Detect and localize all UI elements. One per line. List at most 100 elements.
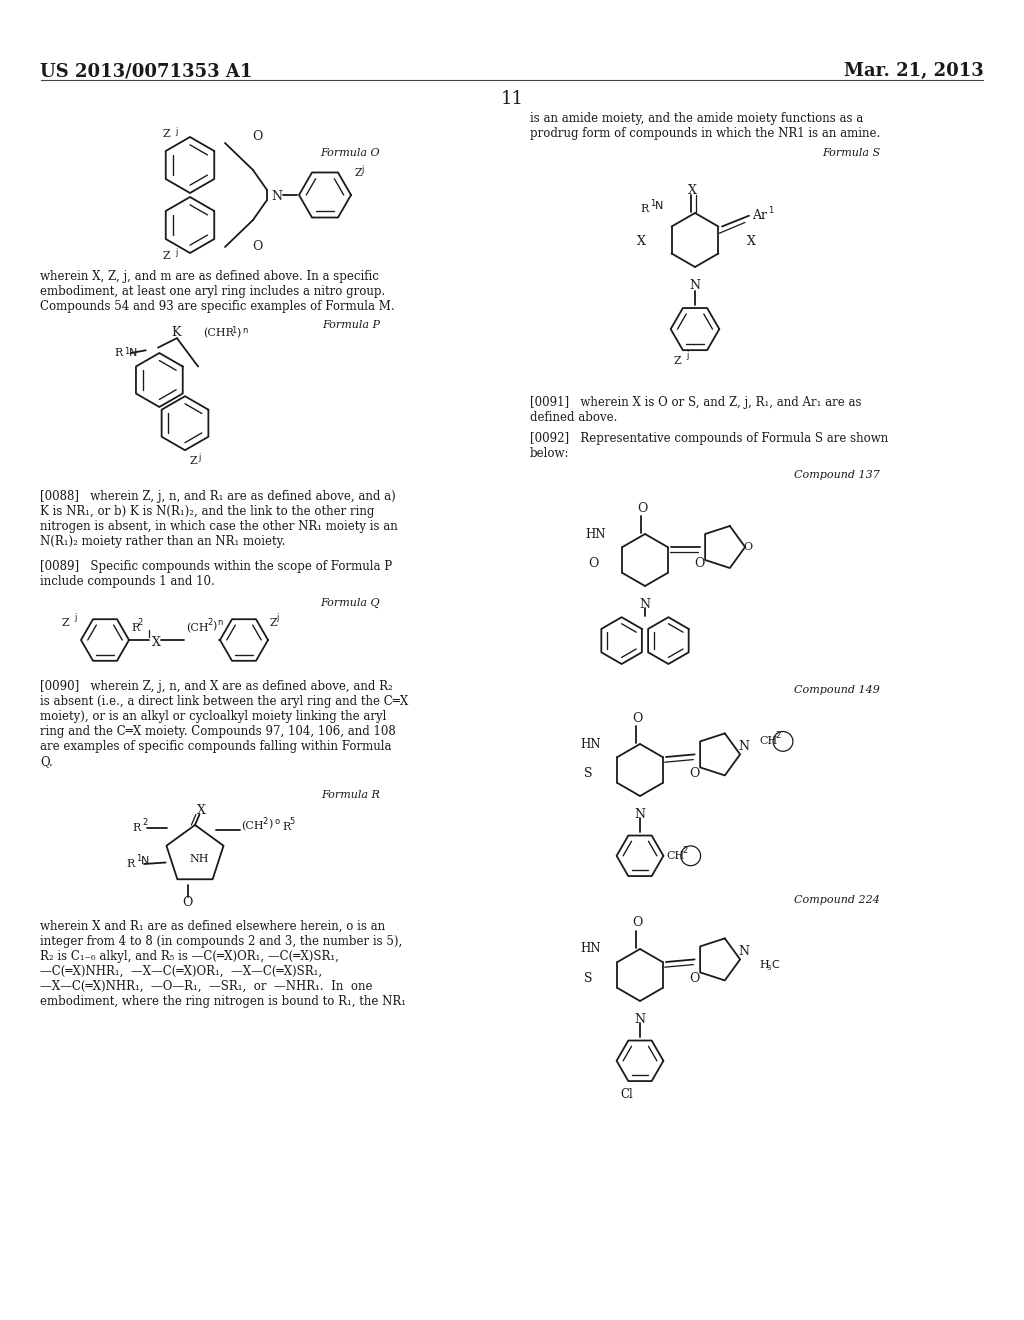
Text: C: C [772, 960, 779, 970]
Text: Formula Q: Formula Q [321, 598, 380, 609]
Text: O: O [689, 973, 699, 986]
Text: NH: NH [189, 854, 209, 865]
Text: Z: Z [355, 168, 362, 178]
Text: j: j [74, 612, 77, 622]
Text: [0091]   wherein X is O or S, and Z, j, R₁, and Ar₁ are as
defined above.: [0091] wherein X is O or S, and Z, j, R₁… [530, 396, 861, 424]
Text: [0089]   Specific compounds within the scope of Formula P
include compounds 1 an: [0089] Specific compounds within the sco… [40, 560, 392, 587]
Text: j: j [175, 248, 178, 257]
Text: K: K [171, 326, 180, 339]
Text: j: j [361, 165, 364, 174]
Text: N: N [141, 855, 150, 866]
Text: 2: 2 [262, 817, 267, 825]
Text: Cl: Cl [621, 1088, 634, 1101]
Text: X: X [637, 235, 645, 248]
Text: O: O [694, 557, 705, 570]
Text: [0088]   wherein Z, j, n, and R₁ are as defined above, and a)
K is NR₁, or b) K : [0088] wherein Z, j, n, and R₁ are as de… [40, 490, 397, 548]
Text: HN: HN [586, 528, 606, 540]
Text: O: O [689, 767, 699, 780]
Text: n: n [217, 618, 222, 627]
Text: S: S [584, 767, 592, 780]
Text: N: N [129, 348, 137, 358]
Text: N: N [640, 598, 650, 611]
Text: 2: 2 [682, 846, 687, 855]
Text: X: X [197, 804, 206, 817]
Text: N: N [271, 190, 283, 203]
Text: S: S [584, 973, 592, 986]
Text: O: O [637, 502, 647, 515]
Text: [0092]   Representative compounds of Formula S are shown
below:: [0092] Representative compounds of Formu… [530, 432, 888, 459]
Text: 3: 3 [767, 965, 771, 970]
Text: N: N [738, 945, 750, 958]
Text: N: N [689, 280, 700, 293]
Text: 1: 1 [231, 326, 237, 335]
Text: Compound 137: Compound 137 [795, 470, 880, 480]
Text: N: N [655, 201, 664, 211]
Text: wherein X, Z, j, and m are as defined above. In a specific
embodiment, at least : wherein X, Z, j, and m are as defined ab… [40, 271, 394, 313]
Text: j: j [198, 454, 201, 462]
Text: H: H [760, 960, 769, 970]
Text: R: R [115, 348, 123, 358]
Text: ): ) [237, 327, 241, 338]
Text: N: N [738, 741, 750, 754]
Text: CH: CH [666, 851, 684, 861]
Text: ): ) [268, 818, 272, 829]
Text: ): ) [212, 620, 216, 630]
Text: j: j [175, 127, 178, 136]
Text: Compound 224: Compound 224 [795, 895, 880, 906]
Text: Mar. 21, 2013: Mar. 21, 2013 [844, 62, 984, 81]
Text: O: O [632, 916, 643, 929]
Text: 2: 2 [207, 618, 212, 627]
Text: O: O [252, 240, 262, 253]
Text: 1: 1 [124, 346, 129, 355]
Text: R: R [131, 623, 139, 634]
Text: 5: 5 [289, 817, 294, 825]
Text: Formula R: Formula R [322, 789, 380, 800]
Text: O: O [588, 557, 598, 570]
Text: Compound 149: Compound 149 [795, 685, 880, 696]
Text: wherein X and R₁ are as defined elsewhere herein, o is an
integer from 4 to 8 (i: wherein X and R₁ are as defined elsewher… [40, 920, 406, 1008]
Text: N: N [635, 808, 645, 821]
Text: 1: 1 [136, 854, 141, 863]
Text: Z: Z [163, 129, 170, 139]
Text: R: R [133, 822, 141, 833]
Text: X: X [688, 183, 696, 197]
Text: US 2013/0071353 A1: US 2013/0071353 A1 [40, 62, 252, 81]
Text: Z: Z [674, 356, 682, 367]
Text: j: j [276, 612, 279, 622]
Text: o: o [274, 817, 280, 825]
Text: 2: 2 [137, 618, 142, 627]
Text: X: X [748, 235, 756, 248]
Text: Z: Z [189, 455, 197, 466]
Text: j: j [686, 351, 689, 360]
Text: Formula S: Formula S [822, 148, 880, 158]
Text: N: N [635, 1012, 645, 1026]
Text: R: R [282, 821, 290, 832]
Text: 11: 11 [501, 90, 523, 108]
Text: HN: HN [581, 942, 601, 956]
Text: Ar: Ar [752, 209, 767, 222]
Text: X: X [152, 635, 161, 648]
Text: n: n [243, 326, 248, 335]
Text: Formula P: Formula P [322, 319, 380, 330]
Text: R: R [641, 205, 649, 214]
Text: O: O [252, 131, 262, 144]
Text: Z: Z [61, 618, 69, 628]
Text: R: R [127, 859, 135, 869]
Text: O: O [632, 711, 643, 725]
Text: Z: Z [270, 618, 278, 628]
Text: 2: 2 [775, 731, 781, 741]
Text: is an amide moiety, and the amide moiety functions as a
prodrug form of compound: is an amide moiety, and the amide moiety… [530, 112, 881, 140]
Text: 2: 2 [142, 818, 147, 828]
Text: O: O [743, 543, 753, 552]
Text: (CH: (CH [186, 623, 209, 634]
Text: 1: 1 [768, 206, 773, 215]
Text: HN: HN [581, 738, 601, 751]
Text: (CHR: (CHR [204, 327, 234, 338]
Text: CH: CH [760, 737, 778, 746]
Text: O: O [182, 896, 193, 909]
Text: 1: 1 [650, 199, 655, 209]
Text: Z: Z [163, 251, 170, 261]
Text: (CH: (CH [242, 821, 264, 832]
Text: Formula O: Formula O [321, 148, 380, 158]
Text: [0090]   wherein Z, j, n, and X are as defined above, and R₂
is absent (i.e., a : [0090] wherein Z, j, n, and X are as def… [40, 680, 409, 768]
